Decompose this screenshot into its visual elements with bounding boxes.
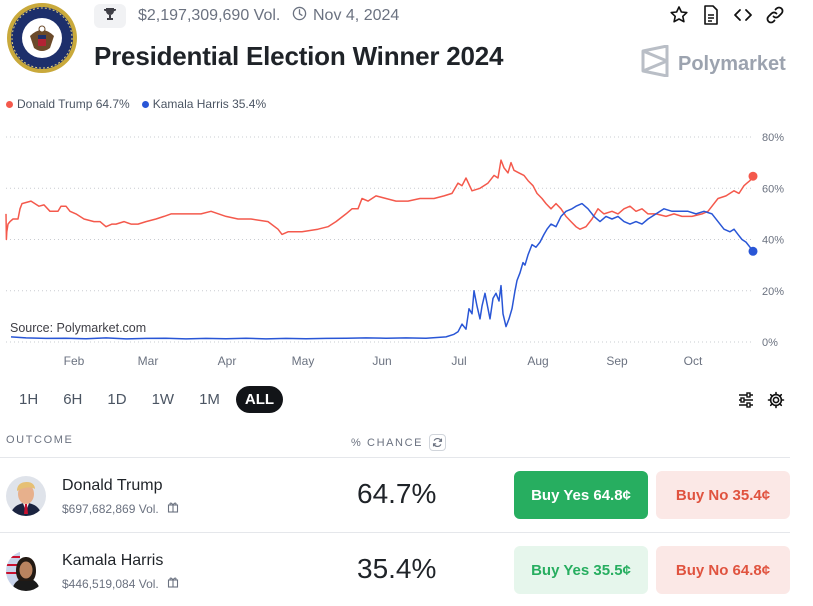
end-date-text: Nov 4, 2024 bbox=[313, 7, 400, 24]
trophy-icon bbox=[103, 7, 117, 26]
x-tick-label: Aug bbox=[527, 354, 548, 368]
y-tick-label: 40% bbox=[762, 235, 784, 247]
chart-source-label: Source: Polymarket.com bbox=[7, 320, 150, 336]
range-1w[interactable]: 1W bbox=[151, 391, 175, 408]
y-tick-label: 20% bbox=[762, 286, 784, 298]
top-actions bbox=[669, 5, 785, 25]
end-date: Nov 4, 2024 bbox=[292, 6, 399, 26]
chart-legend: Donald Trump 64.7% Kamala Harris 35.4% bbox=[6, 97, 266, 111]
avatar-trump bbox=[6, 476, 46, 516]
y-tick-label: 0% bbox=[762, 337, 778, 349]
x-tick-label: Jun bbox=[372, 354, 391, 368]
outcome-row-trump[interactable]: Donald Trump $697,682,869 Vol. 64.7% Buy… bbox=[0, 457, 790, 531]
outcome-table-header: OUTCOME % CHANCE bbox=[6, 434, 790, 458]
x-tick-label: Sep bbox=[606, 354, 628, 368]
total-volume: $2,197,309,690 Vol. bbox=[138, 7, 281, 24]
refresh-icon[interactable] bbox=[429, 434, 447, 451]
buy-no-button[interactable]: Buy No 64.8¢ bbox=[656, 546, 790, 594]
legend-label: Kamala Harris 35.4% bbox=[152, 97, 267, 111]
series-endpoint-trump bbox=[748, 171, 758, 181]
outcome-volume-wrap: $697,682,869 Vol. bbox=[62, 501, 179, 516]
buy-yes-button[interactable]: Buy Yes 64.8¢ bbox=[514, 471, 648, 519]
legend-dot bbox=[141, 100, 149, 108]
clock-icon bbox=[292, 6, 307, 26]
trophy-button[interactable] bbox=[94, 4, 126, 28]
x-tick-label: Jul bbox=[451, 354, 466, 368]
range-1m[interactable]: 1M bbox=[199, 391, 220, 408]
range-all[interactable]: ALL bbox=[235, 386, 284, 413]
y-tick-label: 80% bbox=[762, 132, 784, 144]
polymarket-brand: Polymarket bbox=[640, 44, 786, 83]
polymarket-logo-icon bbox=[640, 44, 670, 83]
outcome-row-harris[interactable]: Kamala Harris $446,519,084 Vol. 35.4% Bu… bbox=[0, 532, 790, 606]
buy-yes-button[interactable]: Buy Yes 35.5¢ bbox=[514, 546, 648, 594]
buy-no-button[interactable]: Buy No 35.4¢ bbox=[656, 471, 790, 519]
gear-icon[interactable] bbox=[767, 391, 785, 414]
code-icon[interactable] bbox=[733, 5, 753, 25]
x-tick-label: Mar bbox=[138, 354, 159, 368]
legend-dot bbox=[6, 100, 13, 108]
price-history-chart[interactable]: 80% 60% 40% 20% 0% Feb Mar Apr May Jun Jul Aug Sep Oc… bbox=[0, 120, 813, 370]
market-title: Presidential Election Winner 2024 bbox=[94, 41, 504, 71]
x-tick-label: Oct bbox=[684, 354, 703, 368]
range-1d[interactable]: 1D bbox=[107, 391, 127, 408]
series-line-trump bbox=[5, 159, 754, 241]
document-icon[interactable] bbox=[701, 5, 721, 25]
range-6h[interactable]: 6H bbox=[63, 391, 83, 408]
outcome-chance: 35.4% bbox=[357, 553, 437, 584]
series-line-harris bbox=[10, 202, 754, 340]
outcome-chance: 64.7% bbox=[357, 478, 437, 509]
link-icon[interactable] bbox=[765, 5, 785, 25]
gift-icon[interactable] bbox=[167, 501, 179, 516]
outcome-name[interactable]: Donald Trump bbox=[62, 477, 163, 494]
legend-label: Donald Trump 64.7% bbox=[17, 97, 130, 111]
outcome-header: OUTCOME bbox=[6, 434, 74, 446]
x-tick-label: May bbox=[292, 354, 315, 368]
chance-header-wrap: % CHANCE bbox=[351, 434, 447, 451]
outcome-name[interactable]: Kamala Harris bbox=[62, 552, 164, 569]
legend-item-trump: Donald Trump 64.7% bbox=[6, 97, 130, 111]
range-1h[interactable]: 1H bbox=[19, 391, 39, 408]
gift-icon[interactable] bbox=[167, 576, 179, 591]
x-tick-label: Apr bbox=[218, 354, 237, 368]
chance-header: % CHANCE bbox=[351, 436, 424, 449]
outcome-volume: $697,682,869 Vol. bbox=[62, 501, 159, 516]
sliders-icon[interactable] bbox=[737, 391, 755, 414]
series-endpoint-harris bbox=[748, 246, 758, 256]
star-icon[interactable] bbox=[669, 5, 689, 25]
outcome-volume-wrap: $446,519,084 Vol. bbox=[62, 576, 179, 591]
outcome-volume: $446,519,084 Vol. bbox=[62, 576, 159, 591]
time-range-selector: 1H 6H 1D 1W 1M ALL bbox=[10, 386, 290, 413]
chart-controls bbox=[737, 391, 785, 414]
avatar-harris bbox=[6, 551, 46, 591]
brand-name: Polymarket bbox=[678, 52, 786, 75]
legend-item-harris: Kamala Harris 35.4% bbox=[141, 97, 267, 111]
presidential-seal-logo bbox=[6, 2, 78, 74]
y-tick-label: 60% bbox=[762, 183, 784, 195]
x-tick-label: Feb bbox=[64, 354, 85, 368]
